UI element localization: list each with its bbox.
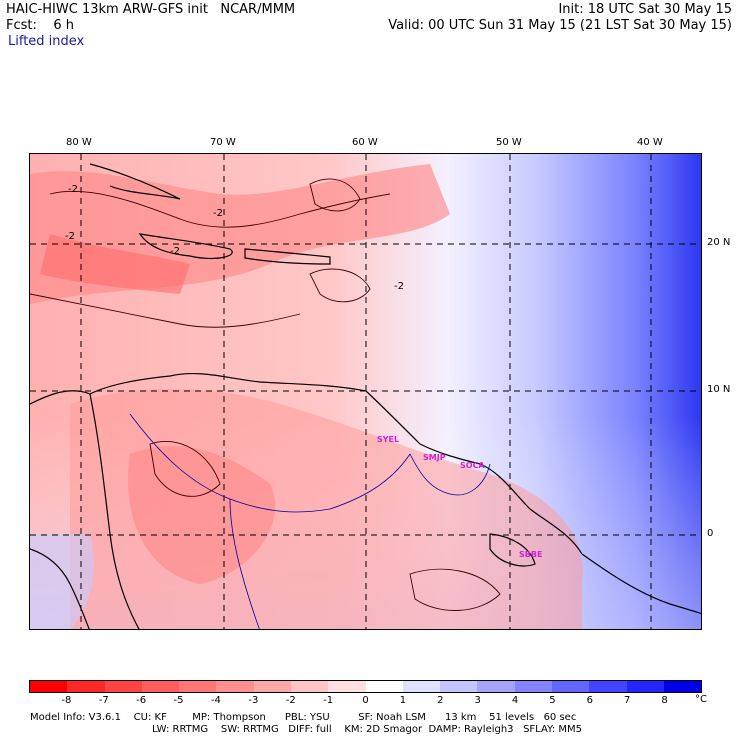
colorbar-swatch xyxy=(216,681,254,692)
map-canvas: -2 -2 -2 -2 -2 xyxy=(30,154,701,629)
coastlines xyxy=(30,163,701,629)
graticule xyxy=(30,154,701,629)
colorbar-tick-label: -7 xyxy=(98,695,109,706)
colorbar-tick-label: 0 xyxy=(362,695,369,706)
colorbar-tick-label: -2 xyxy=(285,695,296,706)
colorbar-tick-label: 7 xyxy=(624,695,631,706)
colorbar-swatch xyxy=(104,681,142,692)
model-title: HAIC-HIWC 13km ARW-GFS init NCAR/MMM xyxy=(6,2,296,17)
lon-label-70w: 70 W xyxy=(210,137,236,148)
colorbar-tick-label: 6 xyxy=(586,695,594,706)
station-sbbe: SBBE xyxy=(519,550,543,559)
colorbar-swatch xyxy=(290,681,329,692)
colorbar-swatch xyxy=(626,681,664,692)
colorbar-swatch xyxy=(440,681,478,692)
model-info-line2: LW: RRTMG SW: RRTMG DIFF: full KM: 2D Sm… xyxy=(152,724,582,735)
colorbar-swatch xyxy=(589,681,627,692)
colorbar-tick-label: 1 xyxy=(399,695,407,706)
colorbar-swatch xyxy=(179,681,217,692)
contour-label: -2 xyxy=(213,208,223,219)
colorbar-tick-label: -4 xyxy=(210,695,221,706)
colorbar-swatch xyxy=(67,681,105,692)
colorbar-unit: °C xyxy=(695,694,707,705)
contour-lines xyxy=(30,178,501,611)
colorbar-swatch xyxy=(365,681,403,692)
lon-label-60w: 60 W xyxy=(352,137,378,148)
valid-time: Valid: 00 UTC Sun 31 May 15 (21 LST Sat … xyxy=(388,18,732,33)
model-info-line1: Model Info: V3.6.1 CU: KF MP: Thompson P… xyxy=(30,712,577,723)
colorbar-tick-label: -8 xyxy=(61,695,72,706)
colorbar-tick-label: -3 xyxy=(248,695,259,706)
station-smjp: SMJP xyxy=(423,453,446,462)
station-soca: SOCA xyxy=(460,461,485,470)
colorbar-swatch xyxy=(253,681,291,692)
colorbar-swatch xyxy=(663,681,702,692)
contour-label: -2 xyxy=(68,184,78,195)
lat-label-20n: 20 N xyxy=(707,237,731,248)
colorbar-swatch xyxy=(141,681,180,692)
colorbar-swatch xyxy=(402,681,441,692)
colorbar-tick-label: 5 xyxy=(549,695,556,706)
contour-label: -2 xyxy=(170,246,180,257)
contour-label: -2 xyxy=(394,281,404,292)
colorbar-tick-label: 8 xyxy=(661,695,668,706)
init-time: Init: 18 UTC Sat 30 May 15 xyxy=(558,2,732,17)
station-syel: SYEL xyxy=(377,435,400,444)
unstable-colombia xyxy=(128,445,276,584)
colorbar-swatch xyxy=(328,681,366,692)
stable-pacific-strip xyxy=(30,534,94,629)
colorbar xyxy=(29,680,702,693)
unstable-core-hispaniola xyxy=(40,234,190,294)
colorbar-swatch xyxy=(551,681,590,692)
forecast-hour: Fcst: 6 h xyxy=(6,18,75,33)
lon-label-50w: 50 W xyxy=(496,137,522,148)
colorbar-tick-label: -6 xyxy=(136,695,147,706)
lat-label-10n: 10 N xyxy=(707,384,731,395)
lon-label-80w: 80 W xyxy=(66,137,92,148)
colorbar-swatch xyxy=(477,681,515,692)
contour-label: -2 xyxy=(65,231,75,242)
colorbar-swatch xyxy=(514,681,552,692)
lifted-index-map: -2 -2 -2 -2 -2 SYEL SMJP SOCA SBBE xyxy=(29,153,702,630)
colorbar-tick-label: -1 xyxy=(323,695,334,706)
lon-label-40w: 40 W xyxy=(637,137,663,148)
colorbar-tick-label: 4 xyxy=(511,695,519,706)
colorbar-tick-label: -5 xyxy=(173,695,184,706)
colorbar-tick-label: 3 xyxy=(474,695,481,706)
colorbar-swatch xyxy=(30,681,68,692)
colorbar-tick-label: 2 xyxy=(437,695,444,706)
unstable-south-america xyxy=(70,389,583,629)
country-borders xyxy=(129,413,491,629)
field-name: Lifted index xyxy=(8,34,85,49)
lat-label-0: 0 xyxy=(707,528,714,539)
